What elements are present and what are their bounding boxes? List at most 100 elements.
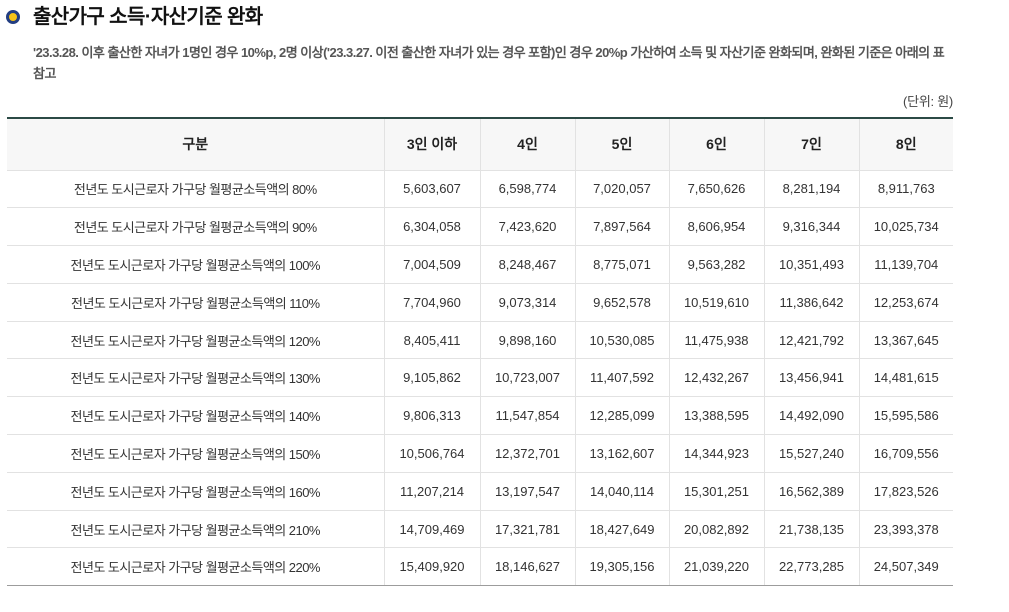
cell-5-persons: 14,040,114 (574, 472, 669, 511)
cell-4-persons: 18,146,627 (479, 547, 575, 587)
section-description: '23.3.28. 이후 출산한 자녀가 1명인 경우 10%p, 2명 이상(… (33, 45, 945, 81)
cell-6-persons: 7,650,626 (668, 170, 764, 209)
cell-7-persons: 10,351,493 (763, 245, 859, 284)
table-row: 전년도 도시근로자 가구당 월평균소득액의 90% 6,304,058 7,42… (7, 207, 953, 247)
cell-4-persons: 8,248,467 (479, 245, 575, 284)
cell-8-persons: 16,709,556 (858, 434, 953, 473)
cell-5-persons: 7,897,564 (574, 207, 669, 247)
cell-3-or-fewer: 15,409,920 (383, 547, 480, 587)
cell-7-persons: 16,562,389 (763, 472, 859, 511)
cell-8-persons: 10,025,734 (858, 207, 953, 247)
cell-8-persons: 13,367,645 (858, 321, 953, 360)
row-label: 전년도 도시근로자 가구당 월평균소득액의 140% (7, 396, 384, 436)
cell-6-persons: 8,606,954 (668, 207, 764, 247)
cell-3-or-fewer: 9,105,862 (383, 358, 480, 398)
section-heading: 출산가구 소득·자산기준 완화 (6, 4, 263, 30)
cell-3-or-fewer: 7,704,960 (383, 283, 480, 322)
column-header-4-persons: 4인 (479, 118, 575, 171)
income-asset-criteria-table: 구분 3인 이하 4인 5인 6인 7인 8인 전년도 도시근로자 가구당 월평… (7, 117, 953, 587)
cell-3-or-fewer: 6,304,058 (383, 207, 480, 247)
cell-8-persons: 12,253,674 (858, 283, 953, 322)
cell-3-or-fewer: 8,405,411 (383, 321, 480, 360)
cell-7-persons: 12,421,792 (763, 321, 859, 360)
cell-4-persons: 10,723,007 (479, 358, 575, 398)
cell-8-persons: 23,393,378 (858, 510, 953, 549)
cell-5-persons: 8,775,071 (574, 245, 669, 284)
cell-3-or-fewer: 10,506,764 (383, 434, 480, 473)
row-label: 전년도 도시근로자 가구당 월평균소득액의 210% (7, 510, 384, 549)
table-row: 전년도 도시근로자 가구당 월평균소득액의 130% 9,105,862 10,… (7, 358, 953, 398)
table-row: 전년도 도시근로자 가구당 월평균소득액의 210% 14,709,469 17… (7, 510, 953, 549)
cell-3-or-fewer: 7,004,509 (383, 245, 480, 284)
cell-5-persons: 11,407,592 (574, 358, 669, 398)
cell-4-persons: 11,547,854 (479, 396, 575, 436)
table-row: 전년도 도시근로자 가구당 월평균소득액의 80% 5,603,607 6,59… (7, 170, 953, 209)
cell-5-persons: 9,652,578 (574, 283, 669, 322)
cell-7-persons: 9,316,344 (763, 207, 859, 247)
cell-8-persons: 14,481,615 (858, 358, 953, 398)
cell-6-persons: 12,432,267 (668, 358, 764, 398)
circle-bullet-icon (6, 10, 20, 24)
cell-4-persons: 6,598,774 (479, 170, 575, 209)
table-row: 전년도 도시근로자 가구당 월평균소득액의 220% 15,409,920 18… (7, 547, 953, 587)
table-body: 전년도 도시근로자 가구당 월평균소득액의 80% 5,603,607 6,59… (7, 170, 953, 587)
table-row: 전년도 도시근로자 가구당 월평균소득액의 140% 9,806,313 11,… (7, 396, 953, 436)
column-header-3-or-fewer: 3인 이하 (383, 118, 480, 171)
cell-8-persons: 17,823,526 (858, 472, 953, 511)
cell-3-or-fewer: 14,709,469 (383, 510, 480, 549)
table-row: 전년도 도시근로자 가구당 월평균소득액의 150% 10,506,764 12… (7, 434, 953, 473)
row-label: 전년도 도시근로자 가구당 월평균소득액의 160% (7, 472, 384, 511)
row-label: 전년도 도시근로자 가구당 월평균소득액의 90% (7, 207, 384, 247)
cell-4-persons: 17,321,781 (479, 510, 575, 549)
cell-4-persons: 9,073,314 (479, 283, 575, 322)
cell-6-persons: 20,082,892 (668, 510, 764, 549)
cell-4-persons: 13,197,547 (479, 472, 575, 511)
cell-6-persons: 10,519,610 (668, 283, 764, 322)
row-label: 전년도 도시근로자 가구당 월평균소득액의 110% (7, 283, 384, 322)
row-label: 전년도 도시근로자 가구당 월평균소득액의 120% (7, 321, 384, 360)
column-header-8-persons: 8인 (858, 118, 953, 171)
cell-4-persons: 9,898,160 (479, 321, 575, 360)
table-header-row: 구분 3인 이하 4인 5인 6인 7인 8인 (7, 118, 953, 171)
table-header: 구분 3인 이하 4인 5인 6인 7인 8인 (7, 118, 953, 171)
cell-4-persons: 7,423,620 (479, 207, 575, 247)
cell-6-persons: 21,039,220 (668, 547, 764, 587)
cell-4-persons: 12,372,701 (479, 434, 575, 473)
cell-5-persons: 18,427,649 (574, 510, 669, 549)
table-row: 전년도 도시근로자 가구당 월평균소득액의 110% 7,704,960 9,0… (7, 283, 953, 322)
row-label: 전년도 도시근로자 가구당 월평균소득액의 130% (7, 358, 384, 398)
cell-7-persons: 21,738,135 (763, 510, 859, 549)
cell-5-persons: 19,305,156 (574, 547, 669, 587)
table-row: 전년도 도시근로자 가구당 월평균소득액의 120% 8,405,411 9,8… (7, 321, 953, 360)
cell-6-persons: 11,475,938 (668, 321, 764, 360)
cell-5-persons: 13,162,607 (574, 434, 669, 473)
cell-3-or-fewer: 11,207,214 (383, 472, 480, 511)
cell-3-or-fewer: 9,806,313 (383, 396, 480, 436)
column-header-category: 구분 (7, 118, 384, 171)
unit-note: (단위: 원) (903, 94, 953, 109)
table-row: 전년도 도시근로자 가구당 월평균소득액의 100% 7,004,509 8,2… (7, 245, 953, 284)
cell-6-persons: 9,563,282 (668, 245, 764, 284)
cell-5-persons: 12,285,099 (574, 396, 669, 436)
cell-8-persons: 15,595,586 (858, 396, 953, 436)
cell-8-persons: 24,507,349 (858, 547, 953, 587)
table-row: 전년도 도시근로자 가구당 월평균소득액의 160% 11,207,214 13… (7, 472, 953, 511)
cell-5-persons: 10,530,085 (574, 321, 669, 360)
cell-7-persons: 14,492,090 (763, 396, 859, 436)
row-label: 전년도 도시근로자 가구당 월평균소득액의 80% (7, 170, 384, 209)
cell-8-persons: 11,139,704 (858, 245, 953, 284)
section-title: 출산가구 소득·자산기준 완화 (33, 6, 263, 28)
row-label: 전년도 도시근로자 가구당 월평균소득액의 220% (7, 547, 384, 587)
column-header-6-persons: 6인 (668, 118, 764, 171)
cell-6-persons: 15,301,251 (668, 472, 764, 511)
column-header-5-persons: 5인 (574, 118, 669, 171)
column-header-7-persons: 7인 (763, 118, 859, 171)
cell-7-persons: 22,773,285 (763, 547, 859, 587)
row-label: 전년도 도시근로자 가구당 월평균소득액의 100% (7, 245, 384, 284)
row-label: 전년도 도시근로자 가구당 월평균소득액의 150% (7, 434, 384, 473)
cell-8-persons: 8,911,763 (858, 170, 953, 209)
cell-6-persons: 14,344,923 (668, 434, 764, 473)
cell-3-or-fewer: 5,603,607 (383, 170, 480, 209)
cell-6-persons: 13,388,595 (668, 396, 764, 436)
